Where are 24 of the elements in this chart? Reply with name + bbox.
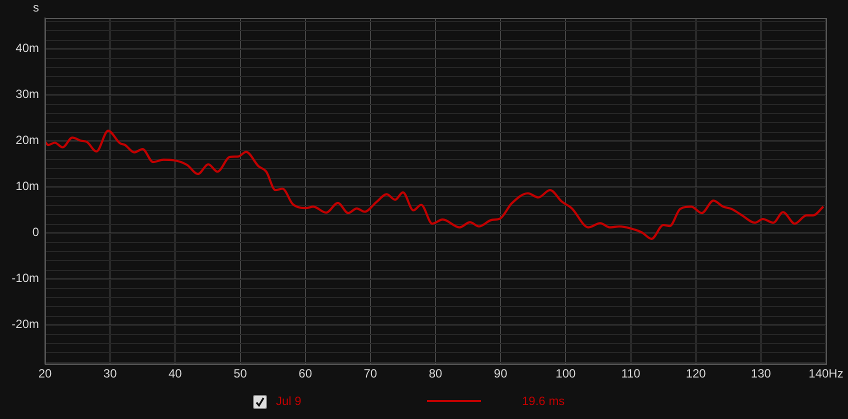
- x-tick-label: 40: [168, 366, 182, 381]
- x-tick-label: 120: [686, 366, 706, 381]
- y-tick-label: 30m: [16, 87, 40, 102]
- y-axis-title: s: [33, 0, 39, 14]
- text: Jul 9: [276, 394, 302, 408]
- x-tick-label: 70: [364, 366, 378, 381]
- text: 19.6 ms: [522, 394, 565, 408]
- x-tick-label: 110: [621, 366, 641, 381]
- x-tick-label: 30: [103, 366, 118, 381]
- x-tick-label: 20: [38, 366, 52, 381]
- x-tick-label: 100: [556, 366, 576, 381]
- y-tick-label: 10m: [16, 179, 40, 194]
- y-tick-label: -10m: [12, 271, 39, 286]
- y-tick-label: 40m: [16, 41, 40, 56]
- y-tick-label: -20m: [12, 317, 39, 332]
- x-tick-label: 130: [750, 366, 772, 381]
- x-tick-label: 90: [494, 366, 508, 381]
- y-tick-label: 0: [32, 225, 40, 240]
- x-tick-label: 60: [298, 366, 312, 381]
- x-tick-label: 140Hz: [808, 366, 844, 381]
- x-tick-label: 80: [428, 366, 442, 381]
- x-tick-label: 50: [234, 366, 248, 381]
- line-series: [45, 130, 824, 240]
- y-tick-label: 20m: [16, 133, 40, 148]
